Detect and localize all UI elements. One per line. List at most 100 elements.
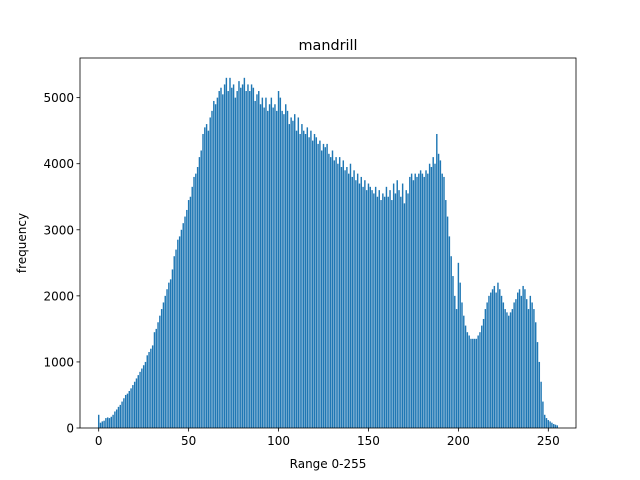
bar bbox=[243, 77, 246, 429]
bar bbox=[383, 196, 386, 428]
bar bbox=[376, 196, 379, 428]
bar bbox=[490, 292, 492, 428]
bar bbox=[517, 292, 519, 428]
bar bbox=[166, 289, 168, 428]
bar bbox=[247, 84, 249, 428]
bar bbox=[396, 180, 398, 428]
bar bbox=[151, 345, 154, 428]
bar bbox=[218, 91, 220, 429]
bar bbox=[362, 186, 364, 428]
bar bbox=[110, 416, 113, 428]
x-tick-label: 0 bbox=[95, 434, 103, 448]
bar bbox=[178, 236, 181, 428]
bar bbox=[448, 236, 451, 428]
bar bbox=[534, 322, 537, 428]
bar bbox=[374, 186, 377, 428]
bar bbox=[400, 196, 402, 428]
bar bbox=[461, 302, 463, 428]
bar bbox=[276, 110, 278, 428]
bar bbox=[277, 91, 280, 429]
bar bbox=[303, 130, 305, 428]
bar bbox=[520, 295, 523, 428]
x-tick-label: 150 bbox=[357, 434, 380, 448]
bar bbox=[403, 203, 406, 428]
bar bbox=[511, 309, 514, 428]
bar bbox=[254, 100, 256, 429]
bar bbox=[509, 312, 512, 428]
bar bbox=[452, 276, 454, 428]
bar bbox=[398, 190, 400, 428]
bar bbox=[430, 167, 433, 428]
bar bbox=[272, 107, 274, 428]
bar bbox=[436, 133, 438, 428]
bar bbox=[450, 256, 452, 428]
x-tick-label: 50 bbox=[181, 434, 196, 448]
bar bbox=[421, 173, 424, 428]
bar bbox=[135, 378, 138, 428]
bar bbox=[128, 391, 130, 428]
bar bbox=[193, 176, 195, 428]
bar bbox=[97, 414, 100, 428]
bar bbox=[279, 97, 282, 429]
bar bbox=[551, 422, 553, 428]
plot-area bbox=[97, 77, 559, 429]
bar bbox=[472, 338, 474, 428]
bar bbox=[153, 332, 156, 428]
bar bbox=[486, 302, 488, 428]
bar bbox=[115, 409, 118, 428]
bar bbox=[475, 338, 478, 428]
bar bbox=[164, 295, 166, 428]
bar bbox=[245, 91, 247, 429]
bar bbox=[308, 137, 310, 429]
bar bbox=[346, 167, 348, 428]
bar bbox=[283, 114, 285, 429]
bar bbox=[108, 418, 111, 428]
bar bbox=[117, 406, 120, 428]
bar bbox=[214, 104, 217, 428]
bar bbox=[331, 150, 334, 428]
bar bbox=[445, 200, 447, 428]
bar bbox=[133, 381, 136, 428]
bar bbox=[114, 411, 116, 428]
bar bbox=[249, 91, 251, 429]
bar bbox=[473, 338, 476, 428]
bar bbox=[99, 422, 102, 428]
bar bbox=[198, 157, 201, 428]
bar bbox=[369, 186, 371, 428]
bar bbox=[141, 368, 143, 428]
bar bbox=[518, 289, 521, 428]
bar bbox=[531, 302, 533, 428]
bar bbox=[270, 97, 273, 429]
bar bbox=[267, 110, 269, 428]
bar bbox=[394, 193, 397, 428]
bar bbox=[326, 143, 328, 428]
bar bbox=[261, 97, 264, 429]
bar bbox=[542, 401, 544, 428]
bar bbox=[150, 348, 152, 428]
bar bbox=[324, 147, 327, 429]
y-tick-label: 5000 bbox=[43, 91, 74, 105]
bar bbox=[105, 418, 107, 428]
bar bbox=[464, 325, 467, 428]
bar bbox=[112, 414, 114, 428]
bar bbox=[187, 200, 190, 428]
bar bbox=[184, 216, 186, 428]
bar bbox=[175, 249, 177, 428]
bar bbox=[484, 309, 487, 428]
bar bbox=[527, 309, 530, 428]
bar bbox=[294, 114, 296, 429]
y-tick-label: 0 bbox=[66, 422, 74, 436]
bar bbox=[437, 153, 440, 428]
bar bbox=[401, 183, 404, 428]
bar bbox=[409, 176, 411, 428]
bar bbox=[301, 124, 303, 429]
bar bbox=[477, 335, 479, 428]
bar bbox=[222, 94, 224, 428]
bar bbox=[252, 87, 255, 428]
bar bbox=[338, 157, 341, 428]
bar bbox=[295, 130, 298, 428]
bar bbox=[173, 256, 175, 428]
bar bbox=[263, 107, 265, 428]
bar bbox=[488, 295, 490, 428]
bar bbox=[549, 421, 551, 428]
